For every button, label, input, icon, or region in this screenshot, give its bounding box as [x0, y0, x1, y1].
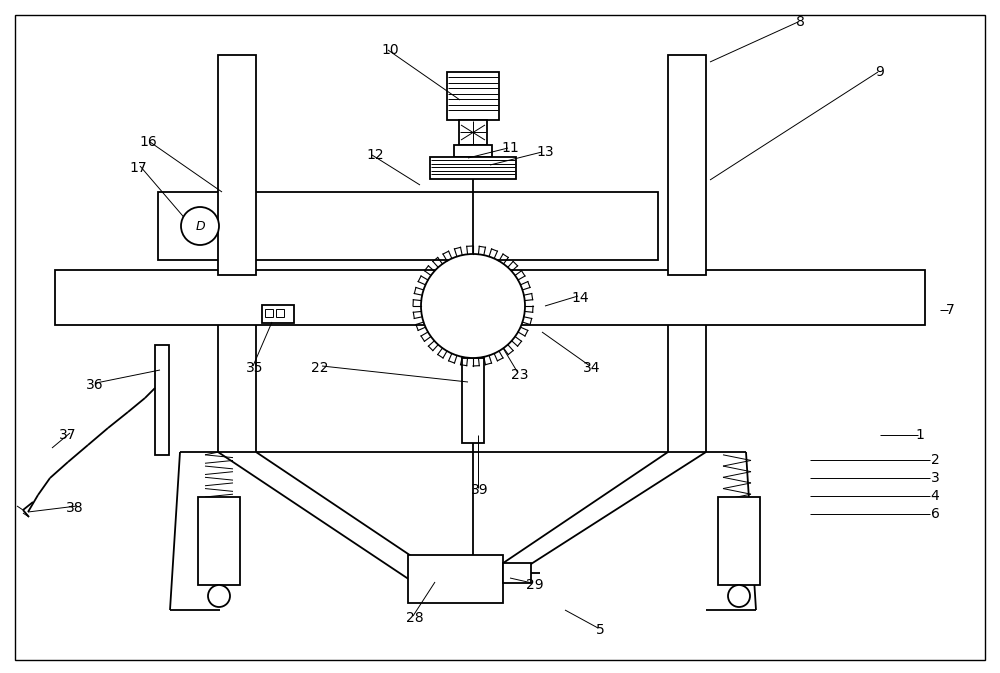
Circle shape [435, 268, 511, 344]
Bar [408, 555, 503, 603]
Text: 28: 28 [406, 611, 424, 625]
Bar [447, 72, 499, 120]
Text: 6: 6 [931, 507, 939, 521]
Text: 36: 36 [86, 378, 104, 392]
Bar [668, 55, 706, 275]
Text: 11: 11 [501, 141, 519, 155]
Bar [265, 309, 273, 317]
Text: 39: 39 [471, 483, 489, 497]
Text: 16: 16 [139, 135, 157, 149]
Bar [262, 305, 294, 323]
Bar [198, 497, 240, 585]
Text: 29: 29 [526, 578, 544, 592]
Text: 12: 12 [366, 148, 384, 162]
Text: 22: 22 [311, 361, 329, 375]
Text: 8: 8 [796, 15, 804, 29]
Circle shape [208, 585, 230, 607]
Text: 38: 38 [66, 501, 84, 515]
Text: 7: 7 [946, 303, 954, 317]
Circle shape [465, 298, 481, 314]
Bar [155, 345, 169, 455]
Circle shape [728, 585, 750, 607]
Bar [459, 120, 487, 145]
Text: 37: 37 [59, 428, 77, 442]
Text: 35: 35 [246, 361, 264, 375]
Bar [218, 55, 256, 275]
Text: 3: 3 [931, 471, 939, 485]
Text: 9: 9 [876, 65, 884, 79]
Text: D: D [195, 219, 205, 232]
Text: 14: 14 [571, 291, 589, 305]
Bar [503, 563, 531, 583]
Bar [462, 358, 484, 443]
Text: 4: 4 [931, 489, 939, 503]
Text: 23: 23 [511, 368, 529, 382]
Circle shape [181, 207, 219, 245]
Bar [158, 192, 658, 260]
Bar [454, 145, 492, 157]
Bar [718, 497, 760, 585]
Text: 34: 34 [583, 361, 601, 375]
Text: 2: 2 [931, 453, 939, 467]
Text: 5: 5 [596, 623, 604, 637]
Circle shape [421, 254, 525, 358]
Text: 1: 1 [916, 428, 924, 442]
Text: 17: 17 [129, 161, 147, 175]
Text: 10: 10 [381, 43, 399, 57]
Bar [276, 309, 284, 317]
Text: 13: 13 [536, 145, 554, 159]
Bar [430, 157, 516, 179]
Bar [55, 270, 925, 325]
